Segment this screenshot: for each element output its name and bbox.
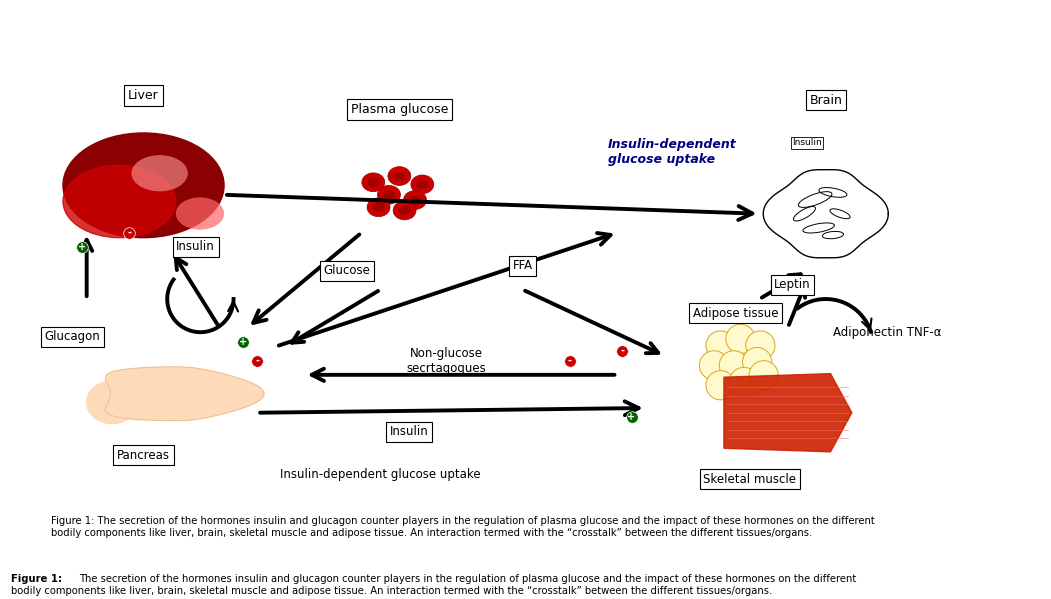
Text: Adiponectin TNF-α: Adiponectin TNF-α <box>833 326 942 338</box>
Text: Glucose: Glucose <box>324 264 371 277</box>
Ellipse shape <box>388 167 411 186</box>
Ellipse shape <box>63 133 224 238</box>
Ellipse shape <box>416 180 429 189</box>
Text: Insulin: Insulin <box>390 425 428 438</box>
Circle shape <box>706 371 736 400</box>
Text: Insulin: Insulin <box>177 240 215 253</box>
Text: Skeletal muscle: Skeletal muscle <box>703 473 797 486</box>
Text: Liver: Liver <box>128 89 159 102</box>
Ellipse shape <box>63 165 176 238</box>
Text: -: - <box>620 346 624 356</box>
Point <box>121 228 138 237</box>
Point <box>234 337 251 346</box>
Text: FFA: FFA <box>513 259 533 273</box>
Polygon shape <box>724 374 852 452</box>
Polygon shape <box>105 367 264 420</box>
Ellipse shape <box>367 177 379 187</box>
Circle shape <box>746 331 775 360</box>
Text: -: - <box>568 356 572 365</box>
Text: Adipose tissue: Adipose tissue <box>693 307 779 320</box>
Text: Pancreas: Pancreas <box>117 449 170 462</box>
Text: Plasma glucose: Plasma glucose <box>351 103 448 116</box>
Text: Insulin-dependent
glucose uptake: Insulin-dependent glucose uptake <box>607 138 737 166</box>
Text: +: + <box>78 242 86 252</box>
Point <box>623 413 640 422</box>
Point <box>614 346 631 356</box>
Text: +: + <box>239 337 247 347</box>
Text: Figure 1:: Figure 1: <box>11 574 62 584</box>
Circle shape <box>719 351 748 380</box>
Text: Figure 1: The secretion of the hormones insulin and glucagon counter players in : Figure 1: The secretion of the hormones … <box>51 516 874 538</box>
Text: Brain: Brain <box>809 93 842 107</box>
Ellipse shape <box>372 202 385 212</box>
Ellipse shape <box>404 190 427 210</box>
Ellipse shape <box>367 198 390 217</box>
Point <box>561 356 578 365</box>
Ellipse shape <box>176 198 224 229</box>
Text: Non-glucose
secrtagogues: Non-glucose secrtagogues <box>407 347 487 374</box>
Circle shape <box>726 324 755 353</box>
Circle shape <box>706 331 736 360</box>
Text: The secretion of the hormones insulin and glucagon counter players in the regula: The secretion of the hormones insulin an… <box>79 574 857 584</box>
Ellipse shape <box>409 195 421 205</box>
Ellipse shape <box>393 171 406 181</box>
Ellipse shape <box>393 201 416 220</box>
Ellipse shape <box>131 155 188 191</box>
Text: -: - <box>255 356 260 365</box>
Ellipse shape <box>383 190 395 199</box>
Circle shape <box>729 367 759 397</box>
Point <box>249 356 266 365</box>
Ellipse shape <box>362 173 385 192</box>
Text: +: + <box>627 413 636 422</box>
Polygon shape <box>86 381 138 423</box>
Circle shape <box>749 361 779 390</box>
Ellipse shape <box>411 175 434 193</box>
Circle shape <box>699 351 728 380</box>
Text: bodily components like liver, brain, skeletal muscle and adipose tissue. An inte: bodily components like liver, brain, ske… <box>11 586 771 596</box>
Text: Insulin: Insulin <box>792 138 822 147</box>
Circle shape <box>742 347 771 377</box>
Ellipse shape <box>398 205 411 215</box>
Text: -: - <box>127 228 131 238</box>
Text: Insulin-dependent glucose uptake: Insulin-dependent glucose uptake <box>281 468 480 481</box>
Point <box>74 242 90 252</box>
Ellipse shape <box>377 186 400 204</box>
Text: Glucagon: Glucagon <box>44 331 100 343</box>
Text: Leptin: Leptin <box>775 279 811 291</box>
Polygon shape <box>763 170 888 258</box>
